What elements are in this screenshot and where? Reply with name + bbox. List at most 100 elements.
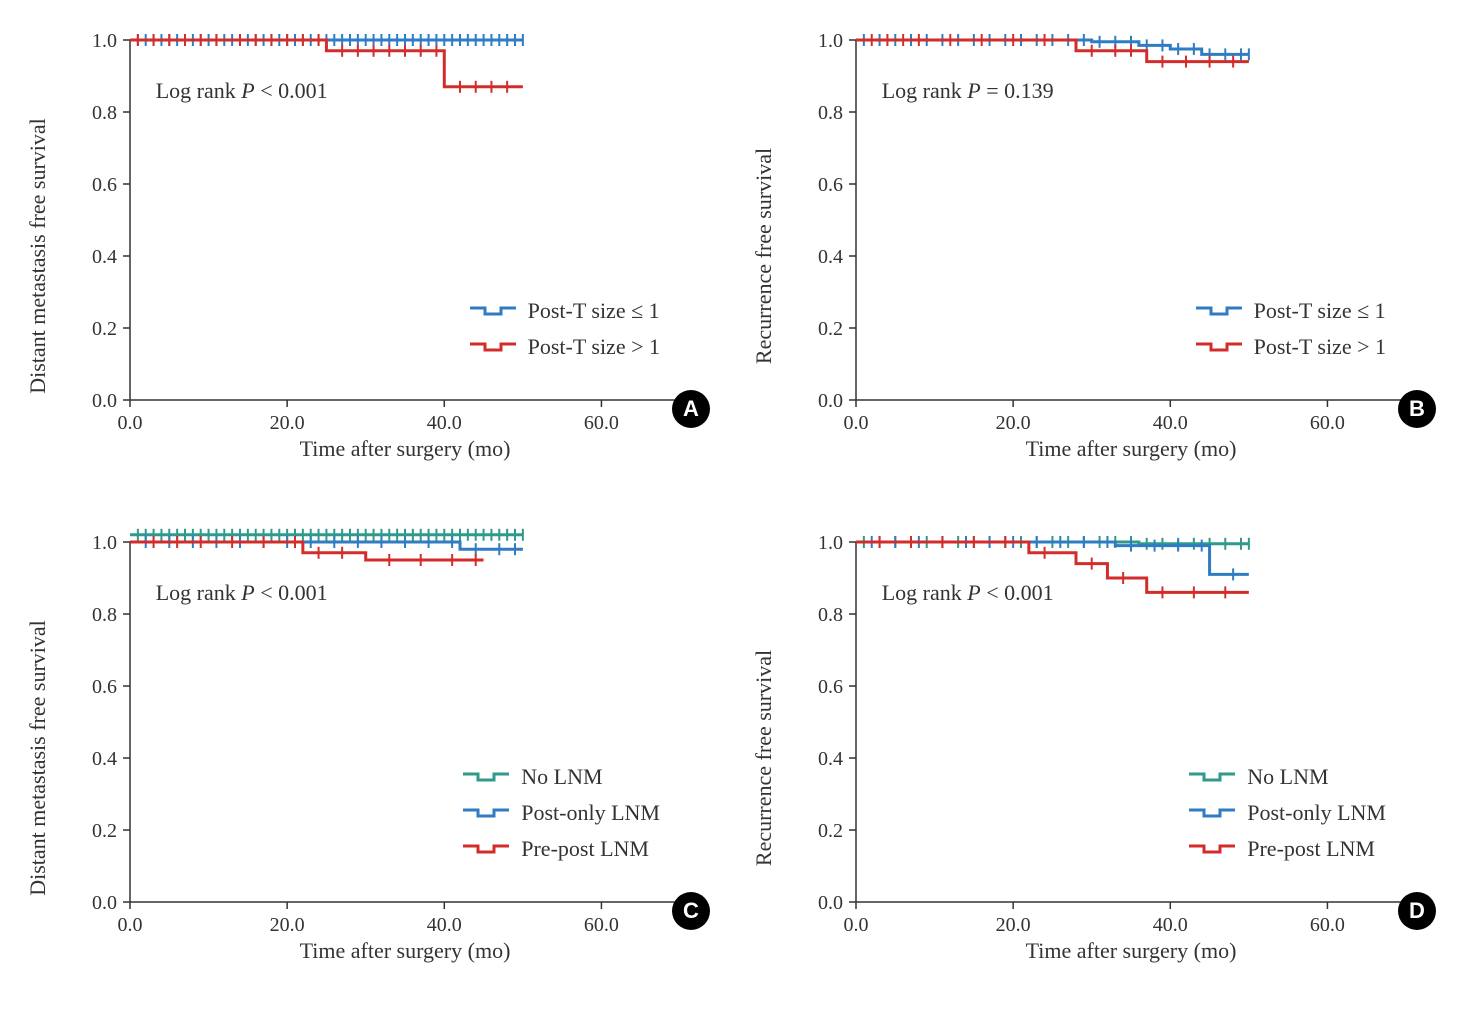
figure-container: Distant metastasis free survival0.020.04… xyxy=(0,0,1472,1014)
annot-value: 0.139 xyxy=(1004,78,1054,103)
legend-item: No LNM xyxy=(1189,764,1386,790)
x-tick-label: 40.0 xyxy=(1153,914,1188,936)
legend-label: Post-T size ≤ 1 xyxy=(1254,298,1386,324)
legend-swatch-icon xyxy=(463,768,509,786)
y-tick-label: 1.0 xyxy=(92,532,117,554)
legend-item: Post-T size ≤ 1 xyxy=(470,298,660,324)
y-tick-label: 0.4 xyxy=(92,748,117,770)
plot-area: 0.020.040.060.00.00.20.40.60.81.0Time af… xyxy=(856,40,1406,400)
panel-B: Recurrence free survival0.020.040.060.00… xyxy=(756,20,1442,492)
panel-badge: C xyxy=(672,892,710,930)
legend-item: Post-only LNM xyxy=(463,800,660,826)
x-tick-label: 0.0 xyxy=(844,914,869,936)
x-tick-label: 20.0 xyxy=(996,412,1031,434)
legend-swatch-icon xyxy=(1196,338,1242,356)
y-axis-label: Recurrence free survival xyxy=(751,148,777,364)
x-tick-label: 0.0 xyxy=(118,914,143,936)
panel-badge: A xyxy=(672,390,710,428)
logrank-annotation: Log rank P < 0.001 xyxy=(156,580,328,606)
panel-grid: Distant metastasis free survival0.020.04… xyxy=(30,20,1442,994)
x-tick-label: 60.0 xyxy=(584,412,619,434)
legend-label: Post-only LNM xyxy=(1247,800,1386,826)
logrank-annotation: Log rank P < 0.001 xyxy=(882,580,1054,606)
legend: Post-T size ≤ 1 Post-T size > 1 xyxy=(470,298,660,360)
x-tick-label: 60.0 xyxy=(1310,914,1345,936)
y-tick-label: 0.2 xyxy=(818,820,843,842)
annot-p-symbol: P xyxy=(241,580,254,605)
x-tick-label: 60.0 xyxy=(1310,412,1345,434)
logrank-annotation: Log rank P < 0.001 xyxy=(156,78,328,104)
y-tick-label: 1.0 xyxy=(92,30,117,52)
y-tick-label: 0.2 xyxy=(92,318,117,340)
x-tick-label: 20.0 xyxy=(996,914,1031,936)
y-tick-label: 0.6 xyxy=(92,676,117,698)
panel-D: Recurrence free survival0.020.040.060.00… xyxy=(756,522,1442,994)
legend-swatch-icon xyxy=(1189,768,1235,786)
legend: Post-T size ≤ 1 Post-T size > 1 xyxy=(1196,298,1386,360)
y-tick-label: 0.0 xyxy=(818,892,843,914)
y-tick-label: 0.8 xyxy=(818,604,843,626)
y-axis-label: Distant metastasis free survival xyxy=(25,118,51,394)
annot-relation: < xyxy=(981,580,1004,605)
legend-label: Post-T size > 1 xyxy=(528,334,660,360)
legend: No LNM Post-only LNM Pre-post LNM xyxy=(1189,764,1386,862)
x-axis-label: Time after surgery (mo) xyxy=(300,938,511,964)
y-tick-label: 0.0 xyxy=(92,390,117,412)
y-tick-label: 1.0 xyxy=(818,30,843,52)
legend-label: Post-T size > 1 xyxy=(1254,334,1386,360)
legend-label: Post-only LNM xyxy=(521,800,660,826)
annot-prefix: Log rank xyxy=(156,78,242,103)
y-tick-label: 0.2 xyxy=(92,820,117,842)
panel-A: Distant metastasis free survival0.020.04… xyxy=(30,20,716,492)
legend-item: Post-T size > 1 xyxy=(1196,334,1386,360)
legend-label: Pre-post LNM xyxy=(1247,836,1375,862)
legend-swatch-icon xyxy=(463,804,509,822)
x-tick-label: 20.0 xyxy=(270,914,305,936)
legend: No LNM Post-only LNM Pre-post LNM xyxy=(463,764,660,862)
x-tick-label: 20.0 xyxy=(270,412,305,434)
annot-prefix: Log rank xyxy=(156,580,242,605)
annot-prefix: Log rank xyxy=(882,580,968,605)
panel-C: Distant metastasis free survival0.020.04… xyxy=(30,522,716,994)
y-tick-label: 0.4 xyxy=(92,246,117,268)
x-tick-label: 60.0 xyxy=(584,914,619,936)
legend-swatch-icon xyxy=(1189,804,1235,822)
legend-label: No LNM xyxy=(521,764,602,790)
legend-swatch-icon xyxy=(1189,840,1235,858)
x-axis-label: Time after surgery (mo) xyxy=(1026,938,1237,964)
legend-item: No LNM xyxy=(463,764,660,790)
y-tick-label: 0.0 xyxy=(818,390,843,412)
x-tick-label: 0.0 xyxy=(844,412,869,434)
x-tick-label: 40.0 xyxy=(1153,412,1188,434)
x-axis-label: Time after surgery (mo) xyxy=(300,436,511,462)
panel-badge: B xyxy=(1398,390,1436,428)
y-tick-label: 1.0 xyxy=(818,532,843,554)
annot-value: 0.001 xyxy=(278,580,328,605)
legend-item: Post-T size ≤ 1 xyxy=(1196,298,1386,324)
legend-item: Pre-post LNM xyxy=(1189,836,1386,862)
plot-area: 0.020.040.060.00.00.20.40.60.81.0Time af… xyxy=(130,542,680,902)
annot-relation: = xyxy=(981,78,1004,103)
legend-item: Post-T size > 1 xyxy=(470,334,660,360)
annot-p-symbol: P xyxy=(967,580,980,605)
legend-swatch-icon xyxy=(470,338,516,356)
annot-p-symbol: P xyxy=(967,78,980,103)
y-tick-label: 0.6 xyxy=(92,174,117,196)
annot-value: 0.001 xyxy=(1004,580,1054,605)
y-tick-label: 0.8 xyxy=(92,604,117,626)
legend-swatch-icon xyxy=(470,302,516,320)
x-axis-label: Time after surgery (mo) xyxy=(1026,436,1237,462)
legend-swatch-icon xyxy=(463,840,509,858)
plot-area: 0.020.040.060.00.00.20.40.60.81.0Time af… xyxy=(856,542,1406,902)
y-tick-label: 0.4 xyxy=(818,748,843,770)
y-axis-label: Distant metastasis free survival xyxy=(25,620,51,896)
legend-label: Pre-post LNM xyxy=(521,836,649,862)
x-tick-label: 40.0 xyxy=(427,914,462,936)
plot-area: 0.020.040.060.00.00.20.40.60.81.0Time af… xyxy=(130,40,680,400)
legend-item: Post-only LNM xyxy=(1189,800,1386,826)
legend-item: Pre-post LNM xyxy=(463,836,660,862)
y-axis-label: Recurrence free survival xyxy=(751,650,777,866)
y-tick-label: 0.2 xyxy=(818,318,843,340)
annot-p-symbol: P xyxy=(241,78,254,103)
y-tick-label: 0.6 xyxy=(818,676,843,698)
